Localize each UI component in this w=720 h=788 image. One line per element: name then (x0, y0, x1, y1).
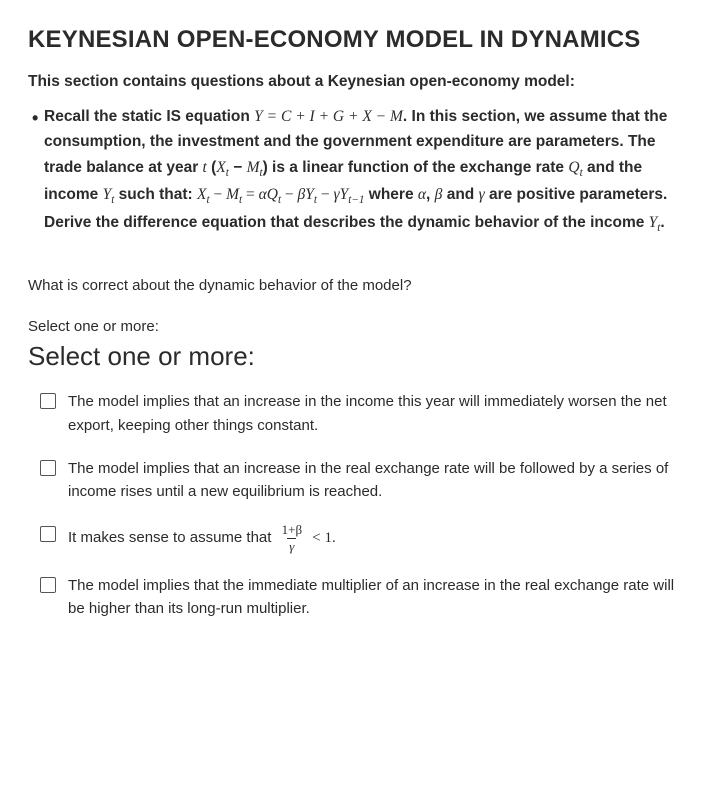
page-title: KEYNESIAN OPEN-ECONOMY MODEL IN DYNAMICS (28, 24, 692, 56)
option-row: The model implies that an increase in th… (40, 390, 692, 437)
question-text: What is correct about the dynamic behavi… (28, 277, 692, 294)
fraction: 1+βγ (280, 523, 304, 553)
bullet-content: Recall the static IS equation Y = C + I … (44, 104, 692, 238)
checkbox[interactable] (40, 393, 56, 409)
checkbox[interactable] (40, 460, 56, 476)
checkbox[interactable] (40, 526, 56, 542)
select-prompt-small: Select one or more: (28, 318, 692, 335)
option-label: The model implies that an increase in th… (68, 457, 692, 504)
option-label: The model implies that the immediate mul… (68, 574, 692, 621)
option-label: It makes sense to assume that 1+βγ<1. (68, 523, 692, 553)
bullet-dot: • (28, 104, 44, 131)
context-bullet: • Recall the static IS equation Y = C + … (28, 104, 692, 238)
checkbox[interactable] (40, 577, 56, 593)
select-prompt-large: Select one or more: (28, 341, 692, 372)
option-label: The model implies that an increase in th… (68, 390, 692, 437)
option-row: It makes sense to assume that 1+βγ<1. (40, 523, 692, 553)
option-row: The model implies that the immediate mul… (40, 574, 692, 621)
option-row: The model implies that an increase in th… (40, 457, 692, 504)
intro-text: This section contains questions about a … (28, 70, 692, 93)
